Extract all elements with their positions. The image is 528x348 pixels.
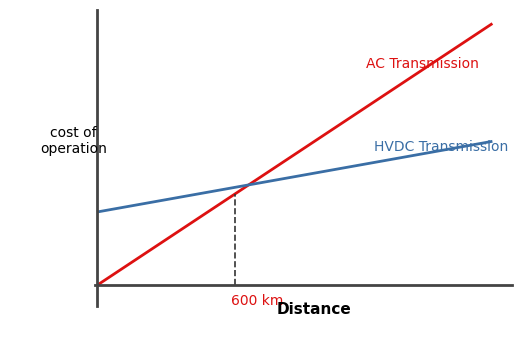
Text: AC Transmission: AC Transmission xyxy=(366,57,479,71)
Text: 600 km: 600 km xyxy=(231,294,284,308)
Text: HVDC Transmission: HVDC Transmission xyxy=(374,140,508,155)
Text: Distance: Distance xyxy=(277,302,352,317)
Text: cost of
operation: cost of operation xyxy=(40,126,107,156)
